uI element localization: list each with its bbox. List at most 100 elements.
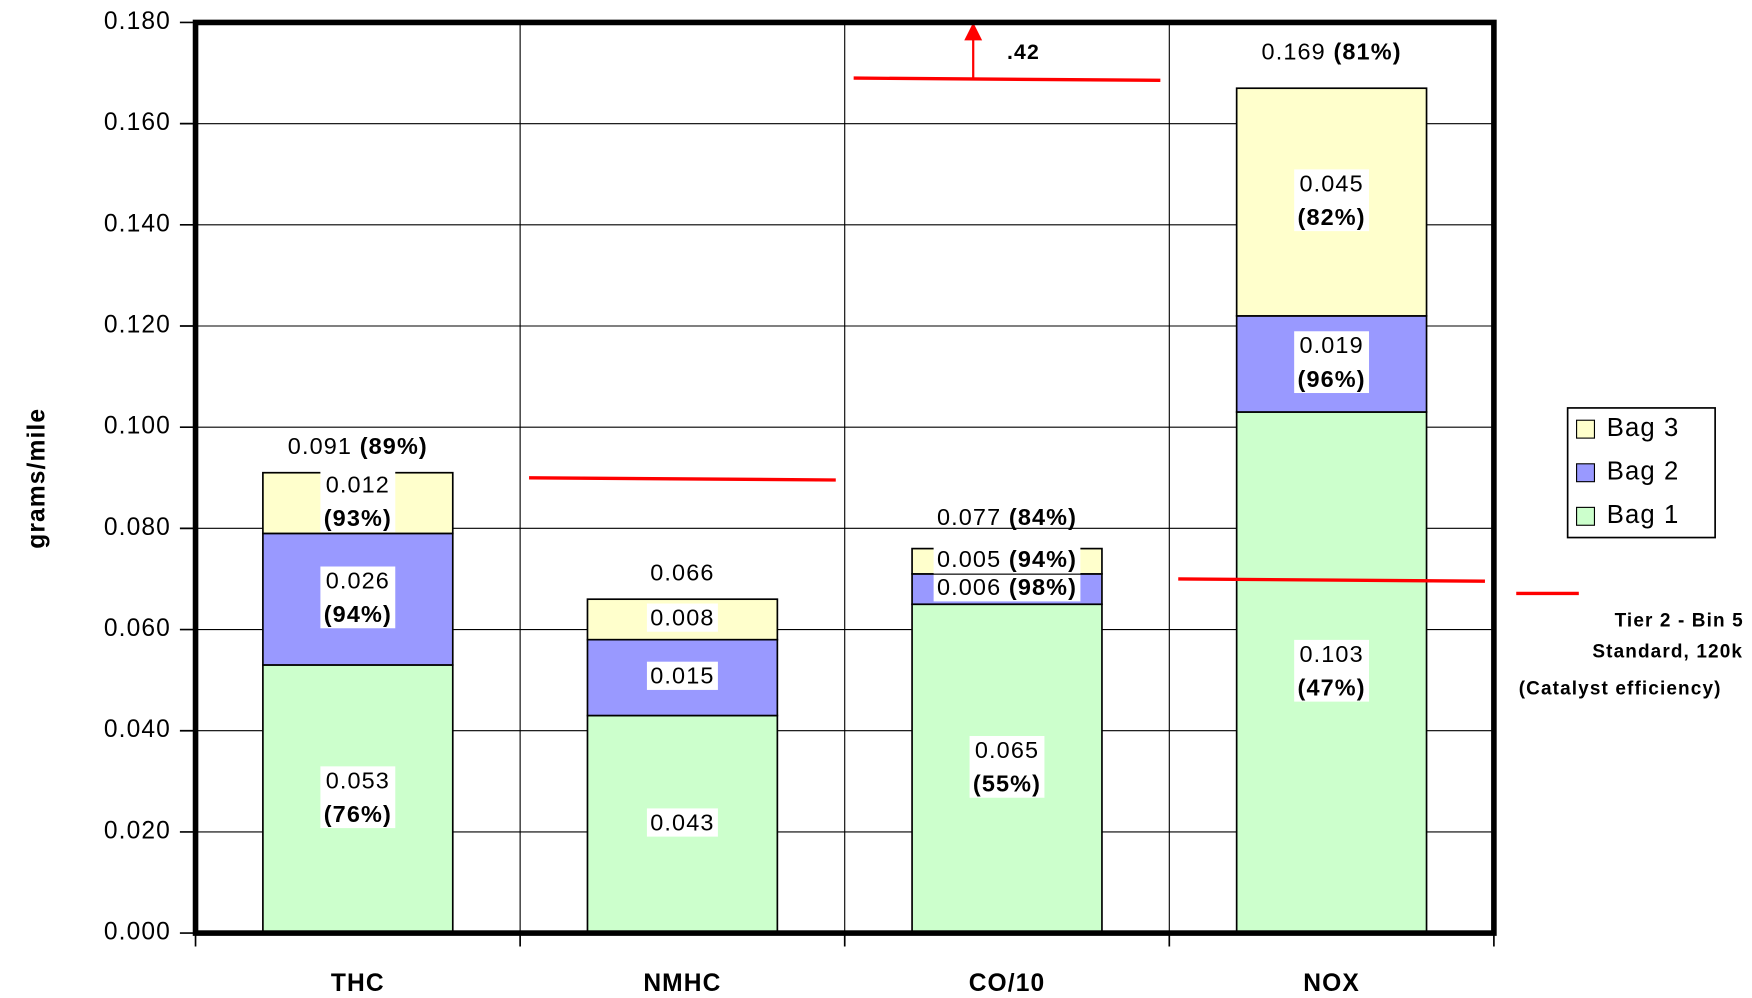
total-value: 0.066 <box>650 560 714 586</box>
y-tick-label: 0.160 <box>104 109 171 136</box>
value-text: 0.053 <box>326 767 390 793</box>
value-label-text: 0.053 <box>326 767 390 793</box>
y-tick-label: 0.060 <box>104 615 171 642</box>
value-label-text: 0.006 (98%) <box>937 574 1077 600</box>
value-label: 0.019 (96%) <box>1294 331 1370 394</box>
total-efficiency: (84%) <box>1009 504 1077 530</box>
legend-label: Bag 2 <box>1607 458 1680 486</box>
value-label: 0.043 <box>646 808 718 837</box>
value-text: 0.006 <box>937 574 1001 600</box>
efficiency-text: (55%) <box>973 771 1041 797</box>
standard-line <box>529 476 836 482</box>
value-label: 0.012 (93%) <box>320 470 396 533</box>
value-label-text: 0.019 <box>1299 332 1363 358</box>
efficiency-note: (Catalyst efficiency) <box>1519 679 1722 700</box>
y-tick-label: 0.080 <box>104 514 171 541</box>
efficiency-text: (76%) <box>324 801 392 827</box>
efficiency-text: (93%) <box>324 505 392 531</box>
value-text: 0.065 <box>975 737 1039 763</box>
x-tick-label: THC <box>331 970 385 997</box>
label-background <box>1294 169 1370 232</box>
value-text: 0.043 <box>650 810 714 836</box>
legend-label: Bag 1 <box>1607 501 1680 529</box>
y-tick-label: 0.100 <box>104 413 171 440</box>
value-text: 0.008 <box>650 605 714 631</box>
efficiency-text: (82%) <box>1298 204 1366 230</box>
x-tick-label: NOX <box>1303 970 1360 997</box>
value-label: 0.065 (55%) <box>969 735 1045 798</box>
value-label: 0.008 <box>646 603 718 632</box>
label-background <box>1294 639 1370 702</box>
value-label-text: 0.008 <box>650 605 714 631</box>
value-label: 0.053 (76%) <box>320 766 396 829</box>
value-label: 0.026 (94%) <box>320 566 396 629</box>
value-label-text: 0.026 <box>326 568 390 594</box>
label-background <box>320 766 396 829</box>
total-label: 0.077 (84%) <box>937 504 1077 530</box>
efficiency-text: (47%) <box>1298 675 1366 701</box>
efficiency-text: (98%) <box>1009 574 1077 600</box>
value-label: 0.005 (94%) <box>933 545 1081 574</box>
legend-swatch <box>1576 506 1596 526</box>
label-background <box>646 808 718 837</box>
efficiency-text: (94%) <box>1009 546 1077 572</box>
value-text: 0.005 <box>937 546 1001 572</box>
legend-standard-label: Standard, 120k <box>1592 642 1743 663</box>
y-tick-label: 0.040 <box>104 716 171 743</box>
standard-line <box>853 76 1161 83</box>
y-tick-label: 0.000 <box>104 919 171 946</box>
efficiency-text: (94%) <box>324 601 392 627</box>
total-label: 0.066 <box>650 560 714 586</box>
total-value: 0.169 <box>1262 39 1326 65</box>
value-label-text: 0.043 <box>650 810 714 836</box>
standard-line <box>1178 577 1485 583</box>
legend-swatch <box>1576 463 1596 483</box>
value-text: 0.103 <box>1299 641 1363 667</box>
label-background <box>646 661 718 690</box>
total-efficiency: (81%) <box>1333 39 1401 65</box>
value-label-text: 0.015 <box>650 663 714 689</box>
total-label: 0.091 (89%) <box>288 433 428 459</box>
total-value: 0.077 <box>937 504 1001 530</box>
label-background <box>933 573 1081 602</box>
legend-label: Bag 3 <box>1607 414 1680 442</box>
value-label: 0.015 <box>646 661 718 690</box>
value-text: 0.012 <box>326 472 390 498</box>
label-background <box>646 603 718 632</box>
value-label: 0.006 (98%) <box>933 573 1081 602</box>
value-label-text: 0.005 (94%) <box>937 546 1077 572</box>
value-label-text: 0.012 <box>326 472 390 498</box>
value-text: 0.019 <box>1299 332 1363 358</box>
label-background <box>1294 331 1370 394</box>
efficiency-text: (96%) <box>1298 366 1366 392</box>
offscale-arrowhead <box>964 22 983 41</box>
x-tick-label: NMHC <box>643 970 721 997</box>
value-label-text: 0.065 <box>975 737 1039 763</box>
value-text: 0.026 <box>326 568 390 594</box>
value-text: 0.015 <box>650 663 714 689</box>
legend-swatch <box>1576 419 1596 439</box>
y-tick-label: 0.020 <box>104 817 171 844</box>
offscale-label: .42 <box>1007 41 1040 64</box>
y-tick-label: 0.140 <box>104 210 171 237</box>
value-label-text: 0.103 <box>1299 641 1363 667</box>
total-efficiency: (89%) <box>360 433 428 459</box>
label-background <box>320 566 396 629</box>
legend-standard-label: Tier 2 - Bin 5 <box>1615 610 1744 631</box>
y-tick-label: 0.120 <box>104 311 171 338</box>
label-background <box>969 735 1045 798</box>
total-value: 0.091 <box>288 433 352 459</box>
value-label-text: 0.045 <box>1299 170 1363 196</box>
plot-frame <box>192 19 1497 936</box>
label-background <box>933 545 1081 574</box>
y-axis-label: grams/mile <box>23 408 50 549</box>
y-tick-label: 0.180 <box>104 8 171 35</box>
x-tick-label: CO/10 <box>969 970 1046 997</box>
value-label: 0.045 (82%) <box>1294 169 1370 232</box>
total-label: 0.169 (81%) <box>1262 39 1402 65</box>
value-text: 0.045 <box>1299 170 1363 196</box>
label-background <box>320 470 396 533</box>
value-label: 0.103 (47%) <box>1294 639 1370 702</box>
